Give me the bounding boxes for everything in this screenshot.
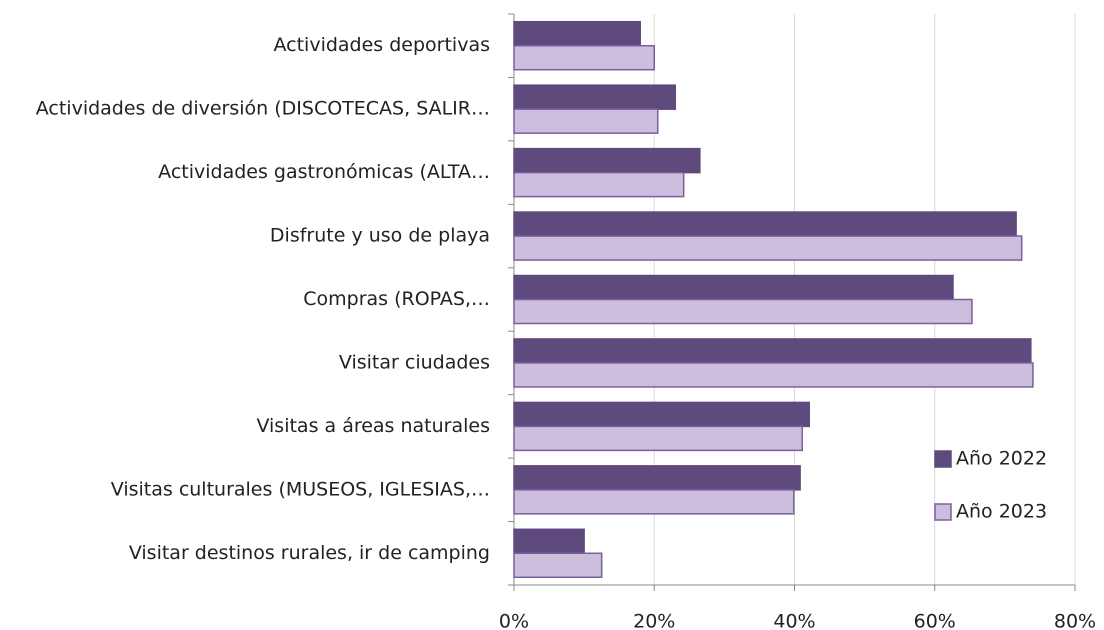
bar (513, 465, 801, 491)
bar (513, 235, 1023, 261)
bar (513, 338, 1032, 364)
bar (513, 147, 701, 174)
bar (513, 108, 659, 134)
legend-swatch (934, 503, 952, 521)
bar (513, 298, 973, 325)
bar (513, 44, 655, 71)
y-tick-label: Actividades deportivas (273, 34, 490, 56)
bar (513, 171, 685, 198)
y-tick-label: Visitas culturales (MUSEOS, IGLESIAS,… (111, 478, 490, 500)
x-tick-label: 20% (633, 611, 675, 630)
legend-label: Año 2023 (956, 501, 1047, 523)
bar (513, 362, 1034, 388)
bar (513, 84, 677, 110)
bar (513, 528, 585, 555)
y-tick-label: Disfrute y uso de playa (270, 225, 490, 247)
y-tick-label: Visitar ciudades (339, 351, 490, 373)
x-tick-label: 80% (1054, 611, 1096, 630)
y-tick-label: Visitas a áreas naturales (256, 415, 490, 437)
bar (513, 274, 954, 301)
legend-label: Año 2022 (956, 448, 1047, 470)
bar (513, 489, 795, 515)
bar (513, 20, 641, 47)
bar (513, 425, 803, 452)
legend-swatch (934, 450, 952, 468)
x-tick-label: 0% (499, 611, 529, 630)
x-tick-label: 40% (773, 611, 815, 630)
y-tick-label: Visitar destinos rurales, ir de camping (129, 542, 490, 564)
bar (513, 211, 1017, 237)
y-tick-label: Compras (ROPAS,… (303, 288, 490, 310)
y-tick-label: Actividades gastronómicas (ALTA… (158, 161, 490, 183)
y-tick-label: Actividades de diversión (DISCOTECAS, SA… (36, 98, 490, 120)
bar (513, 401, 810, 428)
x-tick-label: 60% (914, 611, 956, 630)
bar (513, 552, 603, 579)
